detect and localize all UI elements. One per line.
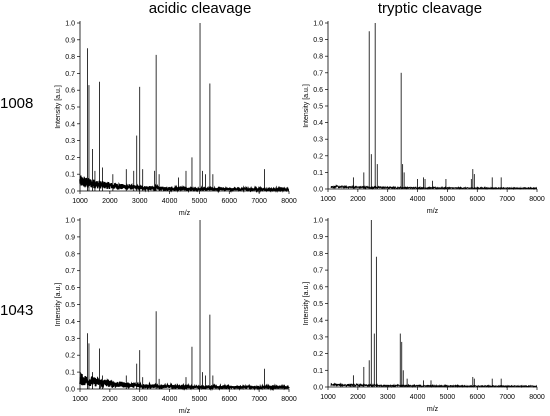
baseline-trace xyxy=(330,382,538,389)
y-tick-label: 0.0 xyxy=(65,189,75,196)
x-tick-label: 5000 xyxy=(440,196,456,203)
y-tick-label: 0.7 xyxy=(313,268,323,275)
y-tick-label: 0.0 xyxy=(313,187,323,194)
x-tick-label: 8000 xyxy=(281,198,297,205)
x-tick-label: 3000 xyxy=(380,196,396,203)
x-tick-label: 5000 xyxy=(192,396,208,403)
x-tick-label: 2000 xyxy=(350,196,366,203)
chart-panel-acidic-1008: 0.0 0.1 0.2 0.3 0.4 0.5 0.6 0.7 0.8 0.9 1.0 1000 200… xyxy=(55,21,297,218)
y-tick-label: 0.6 xyxy=(65,285,75,292)
y-tick-label: 0.0 xyxy=(65,387,75,394)
y-tick-label: 0.7 xyxy=(65,268,75,275)
y-tick-label: 0.6 xyxy=(65,88,75,95)
x-tick-label: 7000 xyxy=(251,198,267,205)
y-tick-label: 1.0 xyxy=(65,21,75,28)
baseline-trace xyxy=(79,175,290,194)
y-tick-label: 0.3 xyxy=(313,334,323,341)
x-tick-label: 4000 xyxy=(410,394,426,401)
x-axis-label: m/z xyxy=(179,408,191,415)
x-tick-label: 6000 xyxy=(469,394,485,401)
y-axis-label: Intensity [a.u.] xyxy=(303,282,310,326)
x-tick-label: 4000 xyxy=(162,396,178,403)
x-tick-label: 4000 xyxy=(162,198,178,205)
column-title-tryptic: tryptic cleavage xyxy=(377,0,483,17)
y-tick-label: 0.8 xyxy=(65,251,75,258)
x-axis-label: m/z xyxy=(427,208,439,215)
x-tick-label: 1000 xyxy=(320,394,336,401)
y-tick-label: 0.1 xyxy=(65,172,75,179)
chart-panel-acidic-1043: 0.0 0.1 0.2 0.3 0.4 0.5 0.6 0.7 0.8 0.9 1.0 1000 200… xyxy=(55,218,297,416)
y-tick-label: 0.3 xyxy=(65,138,75,145)
y-tick-label: 0.1 xyxy=(313,368,323,375)
y-tick-label: 1.0 xyxy=(313,21,323,28)
y-tick-label: 0.6 xyxy=(313,284,323,291)
x-tick-label: 2000 xyxy=(102,396,118,403)
y-axis-label: Intensity [a.u.] xyxy=(55,283,62,327)
y-tick-label: 0.8 xyxy=(313,251,323,258)
baseline-trace xyxy=(79,371,290,392)
y-tick-label: 0.4 xyxy=(313,120,323,127)
y-tick-label: 0.2 xyxy=(313,351,323,358)
x-tick-label: 7000 xyxy=(499,196,515,203)
y-tick-label: 0.5 xyxy=(65,105,75,112)
x-tick-label: 1000 xyxy=(72,198,88,205)
y-tick-label: 0.3 xyxy=(65,336,75,343)
x-tick-label: 3000 xyxy=(132,396,148,403)
x-tick-label: 2000 xyxy=(350,394,366,401)
x-tick-label: 8000 xyxy=(281,396,297,403)
y-tick-label: 0.7 xyxy=(65,71,75,78)
y-tick-label: 0.0 xyxy=(313,385,323,392)
y-tick-label: 0.6 xyxy=(313,87,323,94)
y-tick-label: 0.8 xyxy=(65,54,75,61)
x-tick-label: 1000 xyxy=(320,196,336,203)
y-tick-label: 0.9 xyxy=(313,37,323,44)
x-tick-label: 1000 xyxy=(72,396,88,403)
y-tick-label: 0.2 xyxy=(65,155,75,162)
row-title-1043: 1043 xyxy=(0,302,34,319)
y-tick-label: 0.3 xyxy=(313,137,323,144)
x-tick-label: 3000 xyxy=(132,198,148,205)
y-tick-label: 0.4 xyxy=(65,121,75,128)
y-tick-label: 0.2 xyxy=(65,353,75,360)
baseline-trace xyxy=(330,184,538,191)
x-tick-label: 6000 xyxy=(469,196,485,203)
x-tick-label: 8000 xyxy=(529,394,545,401)
x-tick-label: 7000 xyxy=(251,396,267,403)
chart-panel-tryptic-1008: 0.0 0.1 0.2 0.3 0.4 0.5 0.6 0.7 0.8 0.9 1.0 1000 200… xyxy=(303,21,545,216)
y-tick-label: 1.0 xyxy=(65,218,75,225)
y-axis-label: Intensity [a.u.] xyxy=(55,85,62,129)
y-tick-label: 0.4 xyxy=(313,318,323,325)
y-tick-label: 0.9 xyxy=(313,234,323,241)
y-tick-label: 0.5 xyxy=(313,104,323,111)
x-tick-label: 7000 xyxy=(499,394,515,401)
x-tick-label: 5000 xyxy=(192,198,208,205)
x-tick-label: 6000 xyxy=(221,198,237,205)
x-tick-label: 6000 xyxy=(221,396,237,403)
y-tick-label: 0.9 xyxy=(65,37,75,44)
y-tick-label: 0.8 xyxy=(313,54,323,61)
y-axis-label: Intensity [a.u.] xyxy=(303,84,310,128)
x-tick-label: 5000 xyxy=(440,394,456,401)
y-tick-label: 0.7 xyxy=(313,70,323,77)
y-tick-label: 0.1 xyxy=(65,370,75,377)
y-tick-label: 0.5 xyxy=(65,302,75,309)
x-tick-label: 8000 xyxy=(529,196,545,203)
x-axis-label: m/z xyxy=(427,406,439,413)
x-tick-label: 3000 xyxy=(380,394,396,401)
y-tick-label: 0.9 xyxy=(65,234,75,241)
y-tick-label: 0.5 xyxy=(313,301,323,308)
x-axis-label: m/z xyxy=(179,210,191,217)
y-tick-label: 0.4 xyxy=(65,319,75,326)
x-tick-label: 4000 xyxy=(410,196,426,203)
y-tick-label: 0.1 xyxy=(313,170,323,177)
y-tick-label: 0.2 xyxy=(313,153,323,160)
x-tick-label: 2000 xyxy=(102,198,118,205)
y-tick-label: 1.0 xyxy=(313,218,323,225)
row-title-1008: 1008 xyxy=(0,95,34,112)
chart-panel-tryptic-1043: 0.0 0.1 0.2 0.3 0.4 0.5 0.6 0.7 0.8 0.9 1.0 1000 200… xyxy=(303,218,545,414)
column-title-acidic: acidic cleavage xyxy=(148,0,252,17)
